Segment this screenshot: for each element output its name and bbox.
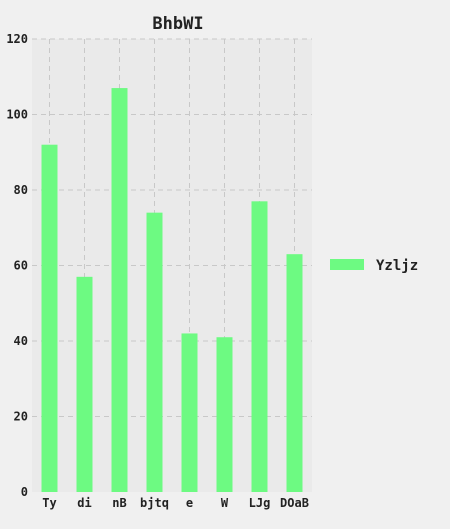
x-tick-label: W bbox=[221, 496, 229, 510]
y-tick-label: 60 bbox=[14, 259, 28, 273]
x-tick-label: e bbox=[186, 496, 193, 510]
x-tick-label: bjtq bbox=[140, 496, 169, 510]
bars bbox=[41, 88, 303, 492]
y-tick-label: 80 bbox=[14, 183, 28, 197]
y-tick-label: 20 bbox=[14, 410, 28, 424]
x-tick-label: Ty bbox=[42, 496, 56, 510]
bar-Ty bbox=[41, 144, 58, 492]
y-tick-label: 100 bbox=[6, 108, 28, 122]
y-axis-ticks: 0 20 40 60 80 100 120 bbox=[6, 32, 28, 499]
legend-swatch bbox=[330, 259, 364, 270]
y-tick-label: 120 bbox=[6, 32, 28, 46]
legend: Yzljz bbox=[330, 258, 418, 274]
x-tick-label: nB bbox=[112, 496, 126, 510]
bar-W bbox=[216, 337, 233, 492]
y-tick-label: 40 bbox=[14, 334, 28, 348]
bar-DOaB bbox=[286, 254, 303, 492]
x-axis-ticks: Ty di nB bjtq e W LJg DOaB bbox=[42, 496, 309, 510]
bar-di bbox=[76, 276, 93, 492]
bar-LJg bbox=[251, 201, 268, 492]
legend-label: Yzljz bbox=[376, 258, 418, 274]
bar-e bbox=[181, 333, 198, 492]
chart-title: BhbWI bbox=[152, 14, 203, 34]
x-tick-label: DOaB bbox=[280, 496, 309, 510]
x-tick-label: LJg bbox=[249, 496, 271, 510]
y-tick-label: 0 bbox=[21, 485, 28, 499]
bar-nB bbox=[111, 88, 128, 492]
x-tick-label: di bbox=[77, 496, 91, 510]
bar-bjtq bbox=[146, 212, 163, 492]
